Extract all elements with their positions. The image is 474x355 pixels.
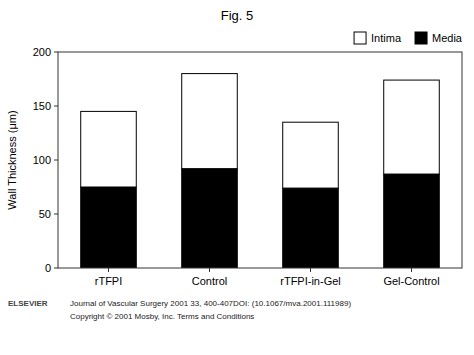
legend-label: Intima [371,32,402,44]
y-axis-label: Wall Thickness (μm) [6,110,18,209]
bar [283,188,339,268]
title: Fig. 5 [221,8,254,23]
legend-swatch [354,32,366,44]
bar [182,169,238,268]
bar [283,122,339,188]
bar [182,74,238,169]
y-tick [54,106,58,107]
chart: Fig. 5 0 50 100 150 200 rTFPI Control rTFPI-in-G… [0,0,474,355]
x-tick [310,268,311,272]
legend-label: Media [432,32,463,44]
x-tick-label: Control [192,275,227,287]
y-tick-label: 200 [33,46,51,58]
y-tick-label: 150 [33,100,51,112]
legend-item: Media [415,32,463,44]
legend: Intima Media [354,32,463,44]
publisher-label: ELSEVIER [8,299,48,308]
plot-area [58,52,462,268]
bar [384,80,440,174]
legend-item: Intima [354,32,402,44]
y-tick [54,52,58,53]
plot-frame [58,52,462,268]
footnote: Copyright © 2001 Mosby, Inc. Terms and C… [70,312,254,321]
bars [81,74,440,268]
y-tick-label: 100 [33,154,51,166]
x-tick-label: rTFPI [95,275,123,287]
bar [81,111,137,187]
y-tick [54,160,58,161]
footnote: Journal of Vascular Surgery 2001 33, 400… [70,299,351,308]
x-tick [411,268,412,272]
bar [81,187,137,268]
x-tick-label: Gel-Control [383,275,439,287]
x-tick [108,268,109,272]
y-tick [54,214,58,215]
x-tick [209,268,210,272]
y-tick [54,268,58,269]
bar [384,174,440,268]
y-tick-label: 50 [39,208,51,220]
x-tick-label: rTFPI-in-Gel [280,275,341,287]
legend-swatch [415,32,427,44]
y-tick-label: 0 [45,262,51,274]
